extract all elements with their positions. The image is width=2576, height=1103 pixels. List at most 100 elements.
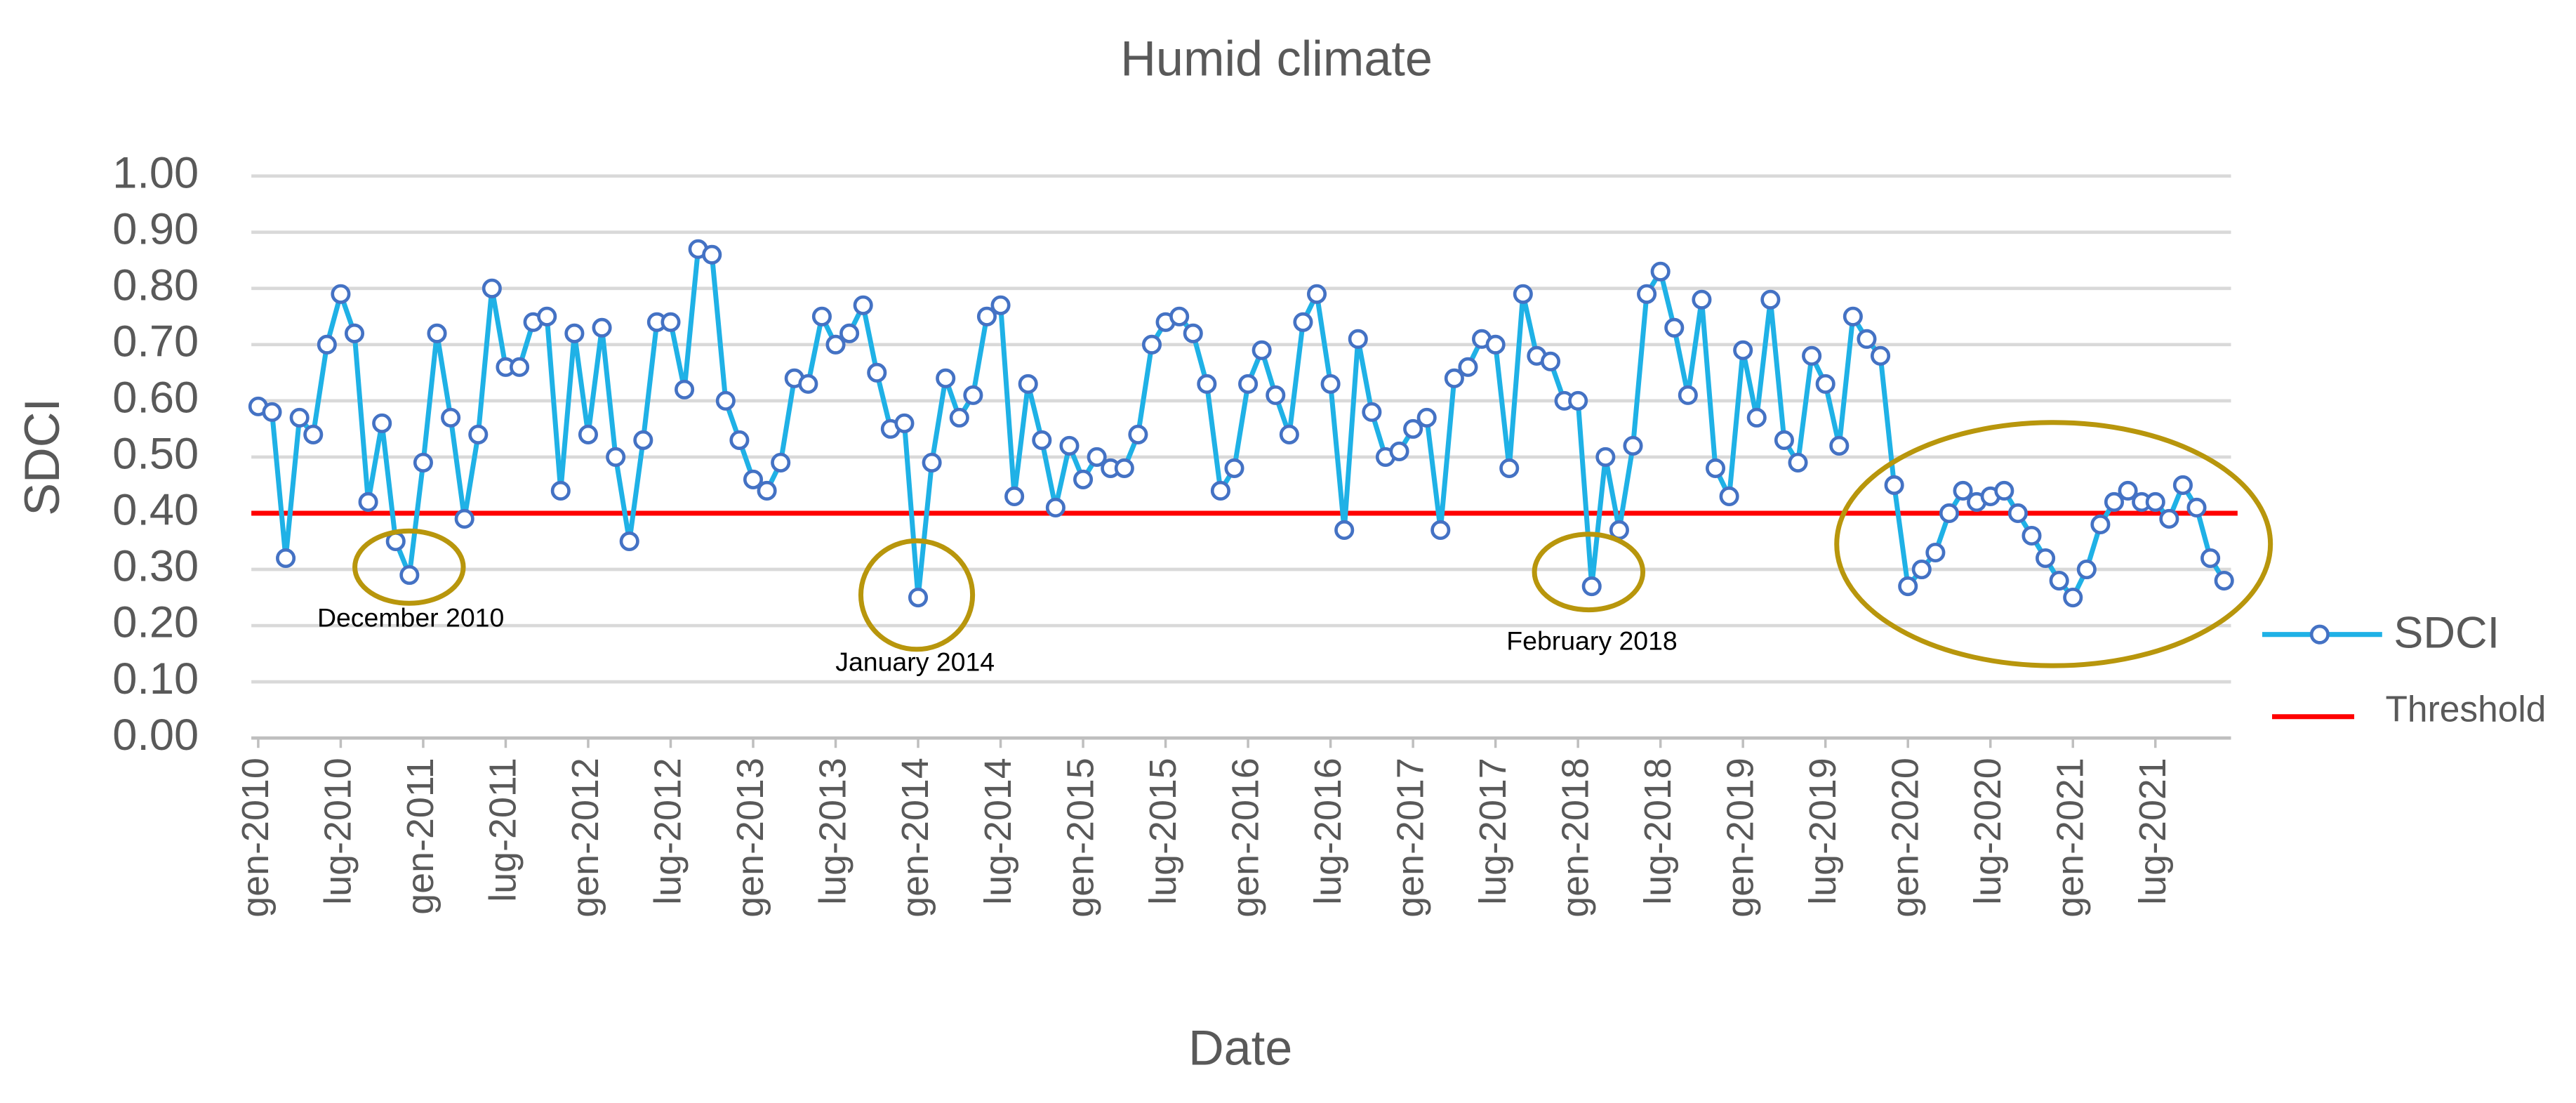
data-point xyxy=(1197,374,1217,394)
x-tick-label: gen-2020 xyxy=(1884,758,1926,917)
x-tick-label: lug-2012 xyxy=(647,758,689,905)
data-point xyxy=(1266,385,1286,405)
data-point xyxy=(976,306,997,326)
x-tick-label: lug-2010 xyxy=(317,758,359,905)
data-point xyxy=(2021,525,2042,546)
data-point xyxy=(399,564,420,586)
data-point xyxy=(1183,323,1203,343)
x-tick-label: lug-2017 xyxy=(1472,758,1514,905)
data-point xyxy=(2172,475,2193,495)
data-point xyxy=(702,244,722,265)
y-tick-label: 1.00 xyxy=(112,148,199,197)
data-point xyxy=(1788,452,1808,473)
data-point xyxy=(2076,559,2097,580)
x-tick-label: gen-2012 xyxy=(564,758,606,917)
data-point xyxy=(1045,497,1065,518)
data-point xyxy=(867,362,887,383)
data-point xyxy=(1898,576,1918,597)
data-point xyxy=(550,480,571,501)
data-point xyxy=(1169,306,1190,326)
data-point xyxy=(1334,520,1355,541)
x-tick-label: lug-2015 xyxy=(1142,758,1184,905)
data-point xyxy=(344,323,365,343)
data-point xyxy=(564,323,585,343)
y-tick-label: 0.40 xyxy=(112,486,199,535)
y-tick-label: 0.00 xyxy=(112,711,199,760)
data-point xyxy=(1485,334,1506,355)
x-tick-label: gen-2014 xyxy=(894,758,936,917)
series-line xyxy=(257,245,2226,602)
data-point xyxy=(963,385,983,405)
data-point xyxy=(1238,374,1259,394)
data-point xyxy=(2049,570,2069,591)
data-point xyxy=(372,413,392,433)
y-tick-label: 0.10 xyxy=(112,654,199,704)
data-point xyxy=(1389,441,1409,461)
data-point xyxy=(276,548,296,569)
x-tick-label: lug-2021 xyxy=(2132,758,2174,905)
data-point xyxy=(1925,542,1946,563)
data-point xyxy=(949,407,969,428)
x-tick-label: gen-2011 xyxy=(399,758,441,915)
data-point xyxy=(1829,435,1850,456)
data-point xyxy=(2090,514,2111,535)
annotation-ellipse xyxy=(1532,531,1646,613)
data-point xyxy=(660,312,681,332)
data-point xyxy=(262,402,282,422)
x-tick-label: lug-2011 xyxy=(482,758,524,902)
data-point xyxy=(303,424,324,444)
data-point xyxy=(509,357,530,377)
y-tick-label: 0.60 xyxy=(112,374,199,423)
data-point xyxy=(1733,340,1753,360)
data-point xyxy=(1870,345,1891,366)
data-point xyxy=(1252,340,1272,360)
data-point xyxy=(1032,430,1052,450)
data-point xyxy=(592,317,612,338)
data-point xyxy=(413,452,433,473)
x-tick-label: lug-2016 xyxy=(1307,758,1349,905)
data-point xyxy=(922,452,942,473)
data-point xyxy=(2063,587,2083,608)
data-point xyxy=(2200,548,2221,569)
annotation-text: December 2010 xyxy=(317,603,504,633)
data-point xyxy=(1568,390,1588,411)
x-tick-label: gen-2021 xyxy=(2049,758,2091,917)
data-point xyxy=(2145,491,2165,512)
data-point xyxy=(482,278,502,298)
annotation-ellipse xyxy=(1834,420,2273,668)
annotation-text: January 2014 xyxy=(835,647,995,677)
data-point xyxy=(1939,503,1960,524)
data-point xyxy=(2214,570,2234,591)
annotation-text: February 2018 xyxy=(1506,626,1678,655)
data-point xyxy=(1348,329,1368,349)
y-tick-label: 0.90 xyxy=(112,204,199,253)
data-point xyxy=(2186,497,2207,518)
data-point xyxy=(1815,374,1835,394)
data-point xyxy=(1540,351,1561,371)
x-tick-label: lug-2013 xyxy=(812,758,854,905)
data-point xyxy=(1843,306,1863,326)
data-point xyxy=(811,306,832,326)
data-point xyxy=(1994,480,2014,501)
data-point xyxy=(537,306,557,326)
data-point xyxy=(1293,312,1313,332)
x-tick-label: lug-2019 xyxy=(1802,758,1844,905)
y-tick-label: 0.80 xyxy=(112,260,199,310)
data-point xyxy=(1279,424,1299,444)
data-point xyxy=(1513,284,1533,304)
x-tick-label: gen-2018 xyxy=(1554,758,1596,917)
data-point xyxy=(1746,407,1767,428)
annotation-ellipse xyxy=(858,538,976,652)
data-point xyxy=(1857,329,1877,349)
data-point xyxy=(468,424,489,444)
x-tick-label: gen-2019 xyxy=(1719,758,1761,917)
data-point xyxy=(331,284,351,304)
data-point xyxy=(317,334,337,355)
data-point xyxy=(2159,508,2179,529)
legend-marker xyxy=(2309,624,2330,645)
x-axis-label: Date xyxy=(1188,1020,1292,1076)
data-point xyxy=(853,295,873,315)
y-tick-label: 0.70 xyxy=(112,317,199,366)
data-point xyxy=(839,323,860,343)
data-point xyxy=(1884,475,1904,495)
